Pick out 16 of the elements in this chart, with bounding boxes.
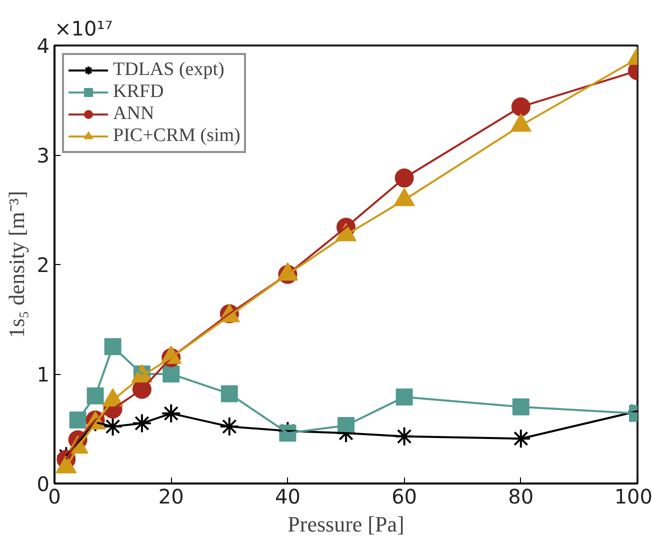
legend-label: KRFD bbox=[113, 81, 164, 103]
y-axis-title: 1s₅ density [m⁻³] bbox=[4, 190, 29, 338]
legend-label: TDLAS (expt) bbox=[113, 59, 224, 81]
legend-label: ANN bbox=[113, 103, 154, 125]
x-tick-label: 20 bbox=[158, 484, 184, 508]
y-tick-label: 3 bbox=[36, 144, 50, 168]
x-tick-label: 40 bbox=[274, 484, 300, 508]
y-tick-label: 1 bbox=[36, 362, 50, 386]
x-tick-label: 60 bbox=[392, 484, 418, 508]
y-tick-label: 4 bbox=[36, 34, 50, 58]
x-tick-label: 100 bbox=[614, 484, 652, 508]
x-axis-title: Pressure [Pa] bbox=[288, 512, 404, 536]
y-tick-label: 2 bbox=[36, 253, 50, 277]
x-tick-label: 80 bbox=[508, 484, 534, 508]
legend-label: PIC+CRM (sim) bbox=[113, 125, 240, 147]
text: ×10¹⁷ bbox=[54, 16, 113, 40]
